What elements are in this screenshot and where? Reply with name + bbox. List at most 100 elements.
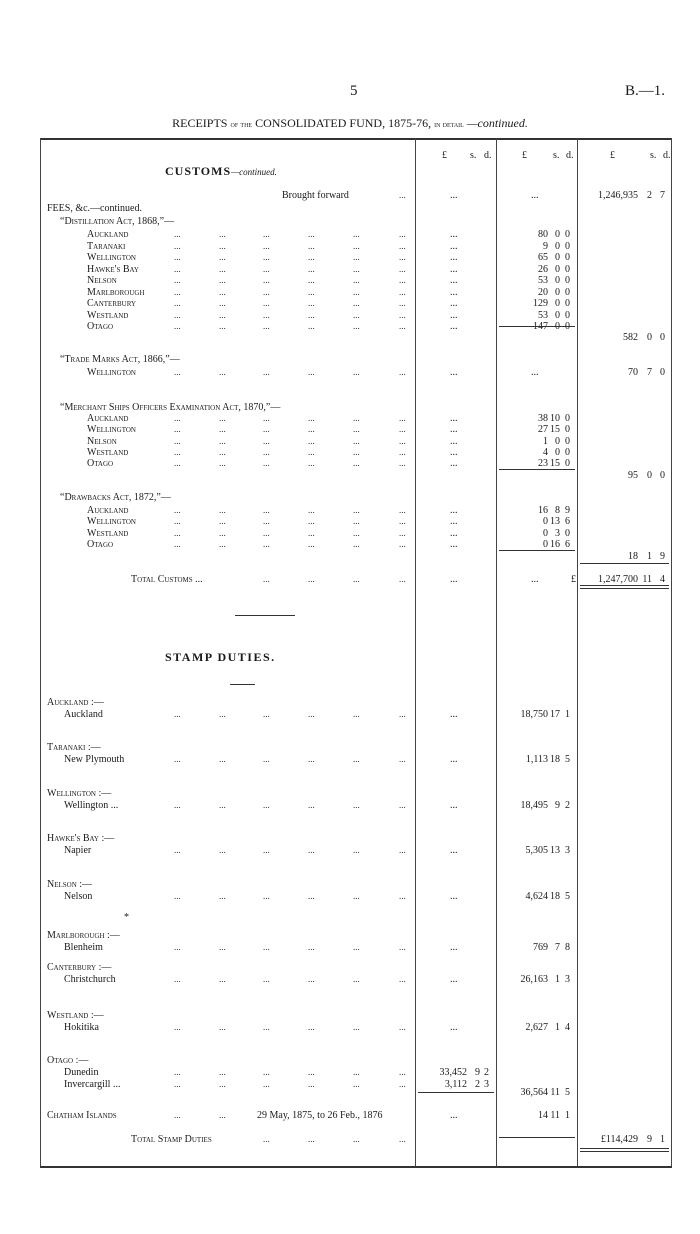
leader-dots: ...: [263, 891, 270, 901]
leader-dots: ...: [308, 1079, 315, 1089]
leader-dots: ...: [174, 446, 181, 457]
col3-pounds: 18: [628, 551, 638, 562]
leader-dots: ...: [263, 321, 270, 331]
col2-shillings: 17: [550, 709, 560, 720]
title-part: of the: [230, 119, 253, 129]
leader-dots: ...: [308, 367, 315, 377]
currency-symbol: £: [571, 574, 576, 585]
leader-dots: ...: [219, 263, 226, 274]
leader-dots: ...: [174, 845, 181, 855]
leader-dots: ...: [353, 275, 360, 285]
col2-pounds: 16: [538, 505, 548, 516]
total-rule: [580, 563, 669, 564]
col2-shillings: 13: [550, 516, 560, 528]
section-divider: [235, 615, 295, 616]
leader-dots: ...: [399, 413, 406, 423]
leader-dots: ...: [353, 891, 360, 901]
customs-item-label: Westland: [87, 527, 129, 539]
leader-dots: ...: [308, 286, 315, 297]
leader-dots: ...: [353, 321, 360, 331]
col1-leader: ...: [450, 538, 458, 550]
leader-dots: ...: [263, 458, 270, 469]
leader-dots: ...: [174, 424, 181, 435]
col2-pounds: 1,113: [525, 754, 548, 765]
leader-dots: ...: [399, 190, 406, 200]
col2-shillings: 13: [550, 845, 560, 856]
double-rule-top: [580, 585, 669, 586]
customs-item-label: Wellington: [87, 424, 136, 436]
col2-pence: 9: [565, 505, 570, 516]
col2-shillings: 1: [555, 974, 560, 985]
leader-dots: ...: [353, 709, 360, 719]
leader-dots: ...: [219, 435, 226, 446]
col2-pounds: 4: [543, 446, 548, 458]
leader-dots: ...: [263, 229, 270, 239]
col2-pounds: 769: [533, 942, 548, 953]
page-reference: B.—1.: [625, 83, 666, 99]
leader-dots: ...: [353, 458, 360, 469]
leader-dots: ...: [399, 891, 406, 901]
col1-leader: ...: [450, 435, 458, 447]
col1-pounds: 33,452: [439, 1067, 468, 1078]
col1-pound-header: £: [442, 150, 447, 161]
col3-pounds: 1,247,700: [598, 574, 638, 585]
leader-dots: ...: [219, 845, 226, 855]
place-label: Auckland: [64, 709, 103, 720]
customs-item-label: Wellington: [87, 252, 136, 263]
leader-dots: ...: [308, 942, 315, 952]
leader-dots: ...: [219, 891, 226, 901]
col2-shillings: 1: [555, 1022, 560, 1033]
leader-dots: ...: [308, 413, 315, 423]
leader-dots: ...: [308, 240, 315, 251]
col3-pence: 0: [660, 367, 665, 378]
leader-dots: ...: [399, 1079, 406, 1089]
leader-dots: ...: [308, 709, 315, 719]
leader-dots: ...: [308, 1067, 315, 1077]
act-heading: “Distillation Act, 1868,”—: [60, 216, 175, 227]
leader-dots: ...: [353, 424, 360, 435]
place-label: Nelson: [64, 891, 93, 902]
col1-leader: ...: [450, 309, 458, 321]
col1-leader: ...: [450, 527, 458, 539]
customs-item-label: Otago: [87, 458, 114, 470]
col2-shillings: 8: [555, 505, 560, 516]
leader-dots: ...: [263, 263, 270, 274]
col2-pound-header: £: [522, 150, 527, 161]
col2-shillings: 18: [550, 891, 560, 902]
customs-item-label: Otago: [87, 321, 114, 332]
col1-leader: ...: [450, 709, 458, 720]
col1-pence: 2: [484, 1067, 489, 1078]
leader-dots: ...: [219, 367, 226, 377]
subtotal-rule: [499, 326, 575, 327]
leader-dots: ...: [353, 505, 360, 515]
leader-dots: ...: [263, 298, 270, 308]
col3-pounds: 95: [628, 470, 638, 481]
leader-dots: ...: [353, 942, 360, 952]
leader-dots: ...: [308, 845, 315, 855]
col2-pounds: 129: [533, 298, 548, 309]
leader-dots: ...: [399, 1134, 406, 1144]
customs-item-label: Westland: [87, 309, 129, 321]
col3-shillings: 11: [642, 574, 652, 585]
page-title: RECEIPTS of the CONSOLIDATED FUND, 1875-…: [0, 116, 700, 131]
col2-pounds: 9: [543, 240, 548, 252]
leader-dots: ...: [308, 435, 315, 446]
col2-pence: 1: [565, 709, 570, 720]
leader-dots: ...: [219, 321, 226, 331]
col1-leader: ...: [450, 229, 458, 240]
col2-pence: 0: [565, 424, 570, 436]
leader-dots: ...: [174, 516, 181, 527]
leader-dots: ...: [219, 446, 226, 457]
title-part: in detail: [434, 119, 464, 129]
region-heading: Canterbury :—: [47, 962, 112, 973]
subtotal-rule: [499, 469, 575, 470]
leader-dots: ...: [399, 446, 406, 457]
leader-dots: ...: [174, 754, 181, 764]
total-customs-label: Total Customs ...: [131, 574, 203, 585]
col2-pounds: 26,163: [520, 974, 549, 985]
column-line-1: [415, 138, 416, 1167]
leader-dots: ...: [308, 505, 315, 515]
col2-pounds: 14: [538, 1110, 548, 1121]
col3-pence: 0: [660, 470, 665, 481]
leader-dots: ...: [399, 754, 406, 764]
